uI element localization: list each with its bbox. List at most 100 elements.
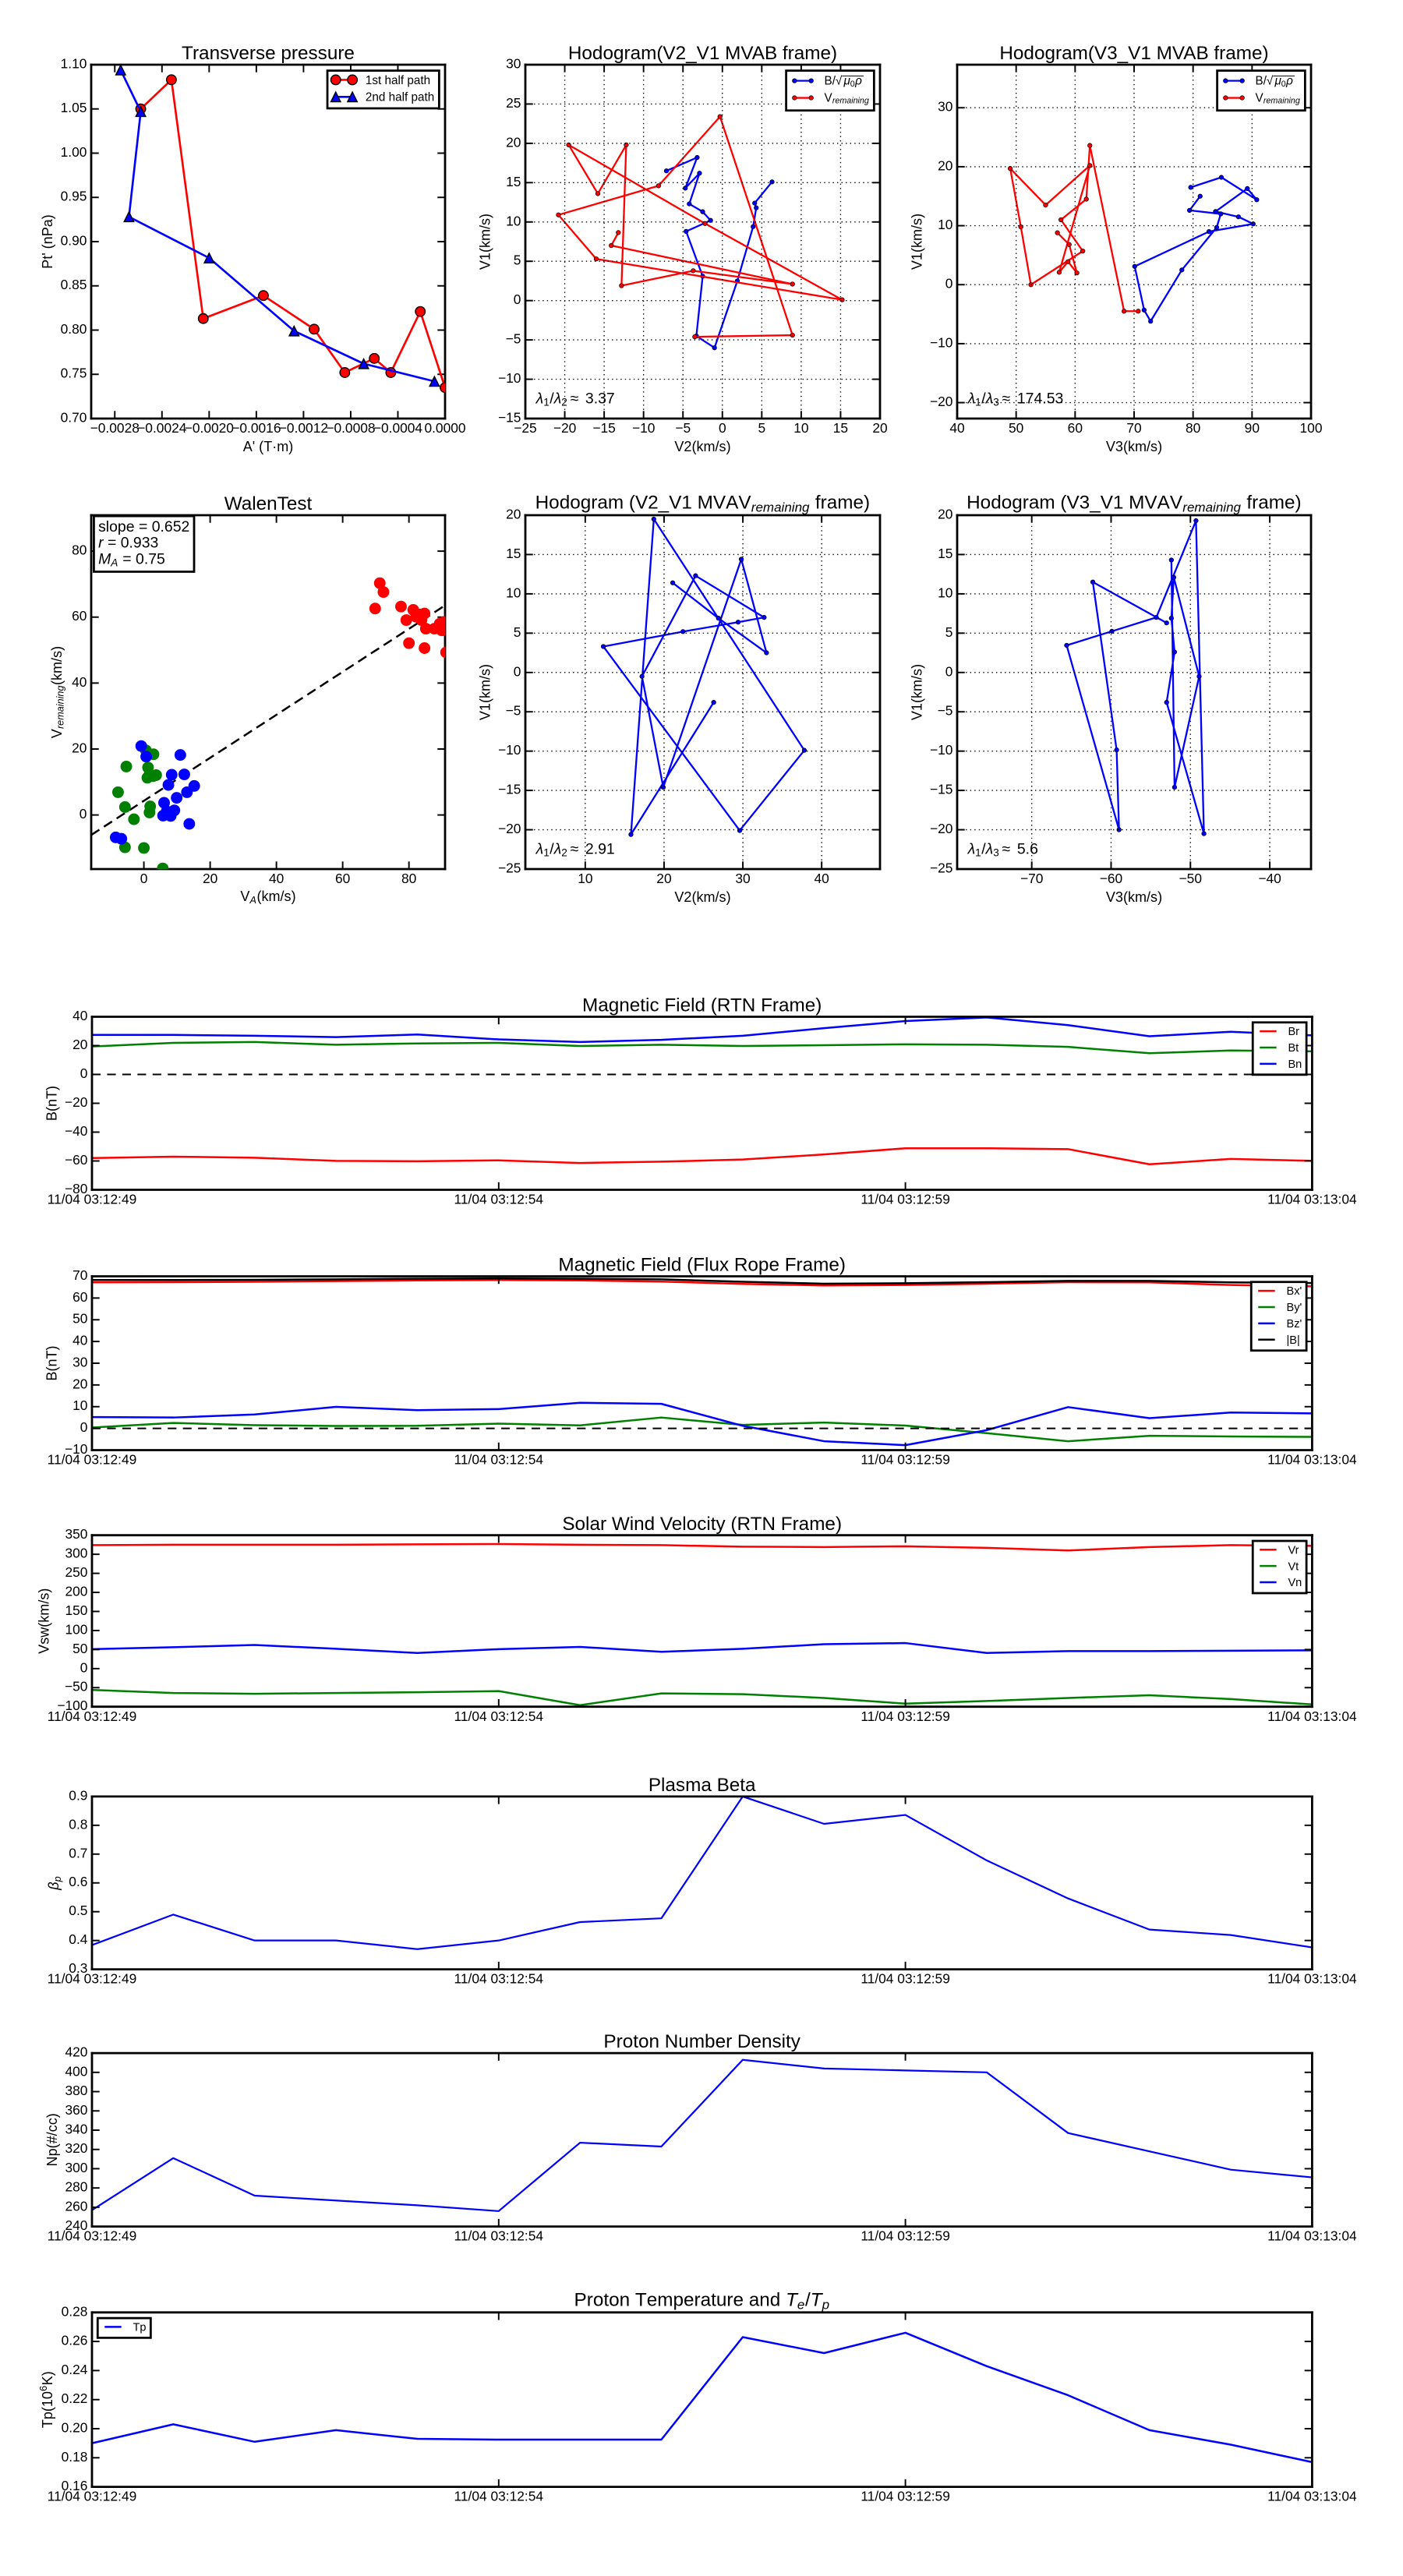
svg-text:0: 0 [80,1065,88,1081]
svg-text:−0.0028: −0.0028 [90,420,140,436]
svg-text:By': By' [1286,1302,1302,1314]
svg-text:V r e m: V r e m a i n i n g [1256,86,1300,107]
svg-text:V3(km/s): V3(km/s) [1106,439,1162,454]
svg-text:−70: −70 [1020,871,1043,886]
svg-text:1.05: 1.05 [61,100,87,115]
svg-text:0: 0 [140,871,148,886]
svg-text:11/04 03:12:49: 11/04 03:12:49 [48,1192,137,1207]
svg-text:10: 10 [578,871,592,886]
svg-text:5: 5 [514,624,521,640]
svg-text:150: 150 [65,1602,87,1618]
svg-text:−40: −40 [65,1123,87,1139]
svg-text:11/04 03:12:54: 11/04 03:12:54 [454,1971,544,1987]
svg-text:340: 340 [65,2121,87,2136]
svg-text:20: 20 [938,157,952,173]
svg-text:|B|: |B| [1286,1334,1299,1347]
svg-text:50: 50 [1009,420,1023,436]
svg-text:A' (T·m): A' (T·m) [243,439,294,454]
svg-text:−0.0024: −0.0024 [137,420,187,436]
svg-text:−20: −20 [553,420,576,436]
svg-text:B(nT): B(nT) [44,1086,59,1121]
svg-text:11/04 03:12:54: 11/04 03:12:54 [454,1452,544,1468]
svg-text:Solar Wind Velocity (RTN Frame: Solar Wind Velocity (RTN Frame) [562,1514,842,1535]
svg-text:0.28: 0.28 [62,2303,88,2319]
svg-text:250: 250 [65,1564,87,1580]
svg-text:−5: −5 [938,703,953,719]
svg-text:0.26: 0.26 [62,2333,88,2348]
svg-text:β p: β p [43,1876,63,1890]
svg-text:70: 70 [1126,420,1141,436]
svg-text:Proton Number Density: Proton Number Density [603,2031,800,2052]
svg-text:WalenTest: WalenTest [224,493,313,514]
svg-text:0: 0 [945,663,953,679]
svg-text:240: 240 [65,2217,87,2233]
svg-text:20: 20 [506,506,521,521]
svg-text:−60: −60 [1100,871,1122,886]
svg-text:40: 40 [72,1008,87,1023]
svg-text:B(nT): B(nT) [44,1345,59,1380]
svg-text:V1(km/s): V1(km/s) [477,664,493,720]
svg-text:0.5: 0.5 [69,1903,87,1918]
svg-text:B / √ μ: B / √ μ ρ 0 [825,69,867,89]
svg-text:15: 15 [833,420,848,436]
svg-text:0.0000: 0.0000 [424,420,465,436]
svg-text:r =: r = 0 . 9 3 3 [98,532,158,552]
svg-text:20: 20 [72,1376,87,1391]
svg-text:Vr: Vr [1288,1544,1299,1557]
svg-text:Np(#/cc): Np(#/cc) [44,2113,60,2166]
svg-text:1.00: 1.00 [61,144,87,160]
svg-text:11/04 03:12:49: 11/04 03:12:49 [48,1708,137,1724]
svg-text:400: 400 [65,2063,87,2079]
svg-text:280: 280 [65,2179,87,2195]
svg-text:Vn: Vn [1288,1577,1302,1589]
svg-text:V1(km/s): V1(km/s) [909,214,924,270]
svg-text:λ λ 1 2: λ λ 1 2 / ≈ 3 . 3 7 [535,388,615,410]
svg-text:20: 20 [203,871,217,886]
svg-text:20: 20 [72,1037,87,1052]
svg-text:11/04 03:12:49: 11/04 03:12:49 [48,2489,137,2504]
svg-text:20: 20 [656,871,671,886]
svg-text:5: 5 [758,420,766,436]
svg-text:Bx': Bx' [1286,1285,1302,1298]
svg-text:260: 260 [65,2198,87,2214]
svg-text:−15: −15 [592,420,615,436]
svg-text:40: 40 [815,871,829,886]
svg-text:Vt: Vt [1288,1560,1299,1573]
svg-text:−40: −40 [1258,871,1281,886]
svg-text:−5: −5 [675,420,691,436]
svg-text:0.9: 0.9 [69,1787,87,1803]
svg-text:60: 60 [72,1289,87,1305]
svg-text:−20: −20 [930,821,952,836]
svg-text:25: 25 [506,95,521,111]
svg-text:80: 80 [401,871,416,886]
svg-text:V3(km/s): V3(km/s) [1106,889,1162,905]
svg-text:0.3: 0.3 [69,1960,87,1976]
svg-text:−0.0016: −0.0016 [231,420,281,436]
svg-text:80: 80 [1186,420,1200,436]
svg-text:11/04 03:12:59: 11/04 03:12:59 [861,2489,950,2504]
svg-text:2nd half path: 2nd half path [366,91,434,104]
svg-text:11/04 03:12:59: 11/04 03:12:59 [861,2228,950,2244]
svg-text:−5: −5 [506,331,521,347]
svg-text:60: 60 [335,871,350,886]
svg-text:1.10: 1.10 [61,55,87,71]
svg-text:11/04 03:12:59: 11/04 03:12:59 [861,1708,950,1724]
svg-text:0.22: 0.22 [62,2390,88,2406]
svg-text:−20: −20 [930,394,952,409]
svg-text:0.18: 0.18 [62,2449,88,2465]
svg-text:Plasma Beta: Plasma Beta [648,1775,756,1796]
svg-text:11/04 03:12:54: 11/04 03:12:54 [454,1192,544,1207]
svg-text:−15: −15 [498,782,521,797]
svg-text:Bt: Bt [1288,1042,1299,1055]
svg-text:−0.0012: −0.0012 [279,420,328,436]
svg-text:10: 10 [938,217,952,232]
svg-text:11/04 03:13:04: 11/04 03:13:04 [1267,1452,1357,1468]
svg-text:15: 15 [506,546,521,561]
svg-text:V r e m: V r e m a i n i n g [825,86,869,107]
svg-text:80: 80 [72,542,87,558]
svg-text:11/04 03:13:04: 11/04 03:13:04 [1267,2489,1357,2504]
svg-text:200: 200 [65,1584,87,1599]
svg-text:−25: −25 [498,860,521,875]
svg-text:40: 40 [72,1333,87,1348]
svg-text:−50: −50 [65,1679,87,1694]
